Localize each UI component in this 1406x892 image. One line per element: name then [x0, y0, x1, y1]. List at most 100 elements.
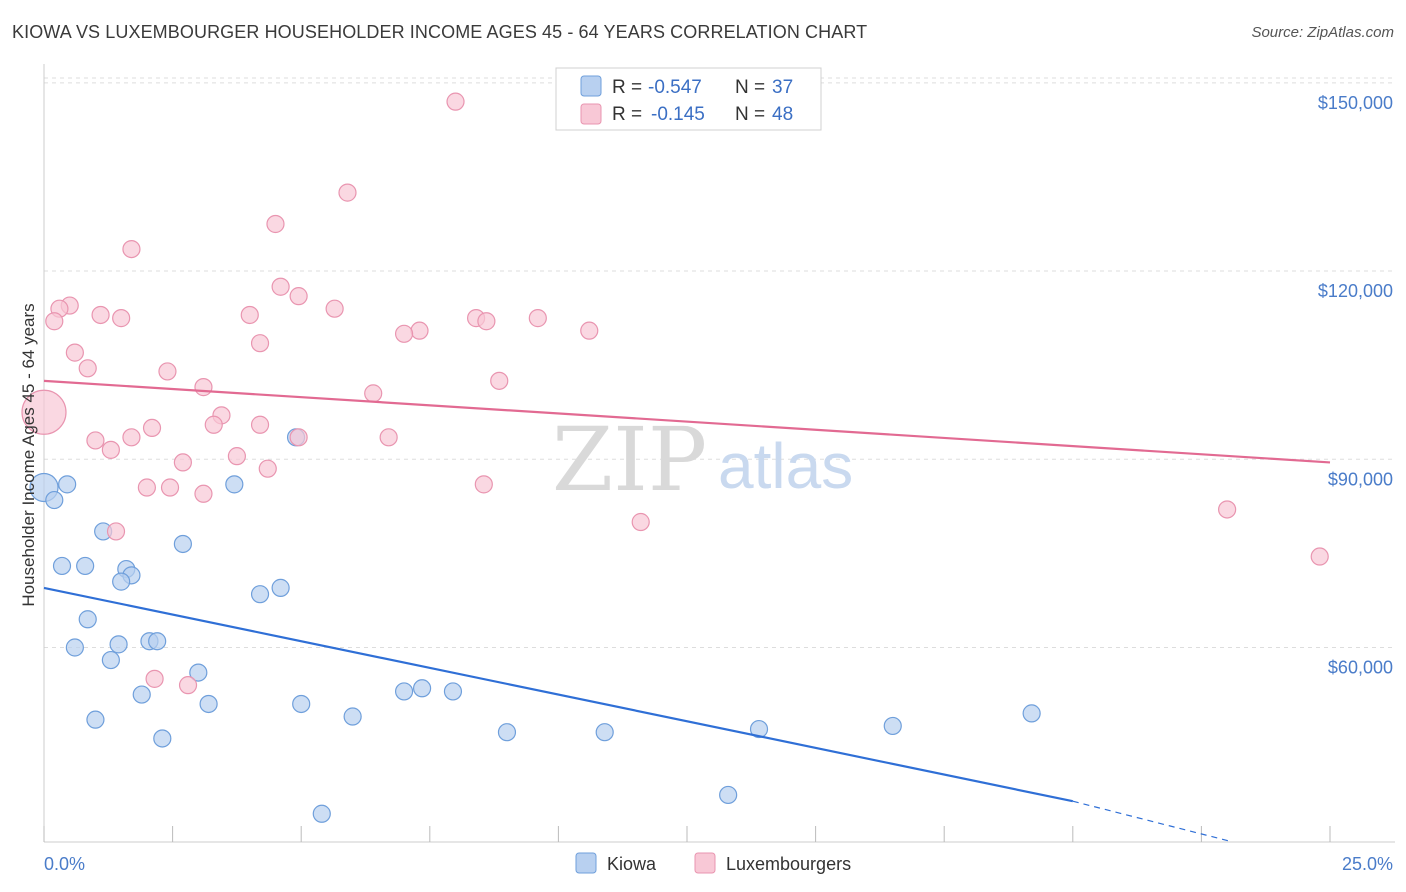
luxembourger-points [21, 92, 1329, 695]
luxembourger-point [142, 418, 162, 438]
x-tick-label-max: 25.0% [1342, 854, 1393, 874]
kiowa-point [101, 650, 120, 670]
luxembourger-n-label: N = [735, 104, 765, 125]
trend-lines [43, 379, 1331, 842]
kiowa-point [883, 716, 902, 736]
kiowa-n-value: 37 [772, 77, 793, 98]
luxembourger-point [1218, 500, 1237, 519]
kiowa-point [78, 610, 97, 629]
luxembourger-point [325, 299, 344, 318]
luxembourger-point [21, 389, 67, 435]
luxembourger-point [528, 309, 547, 328]
kiowa-point [76, 556, 95, 576]
luxembourger-r-value: -0.145 [651, 104, 705, 125]
kiowa-trend-line [43, 586, 1074, 803]
kiowa-point [250, 585, 270, 604]
luxembourger-point [122, 239, 141, 259]
luxembourger-point [250, 415, 270, 434]
kiowa-points [29, 428, 1041, 823]
luxembourger-point [631, 512, 650, 532]
x-tick-label-min: 0.0% [44, 854, 85, 874]
y-tick-label: $60,000 [1328, 658, 1393, 678]
kiowa-point [173, 534, 192, 554]
kiowa-point [271, 578, 290, 597]
luxembourger-point [364, 384, 383, 403]
luxembourger-point [173, 453, 192, 472]
kiowa-point [343, 707, 362, 726]
luxembourger-point [194, 378, 213, 397]
luxembourger-point [271, 277, 290, 296]
y-tick-label: $150,000 [1318, 93, 1393, 113]
luxembourger-point [410, 321, 429, 340]
kiowa-r-label: R = [612, 77, 642, 98]
luxembourger-point [1310, 547, 1329, 566]
luxembourger-point [160, 478, 180, 497]
luxembourger-point [178, 676, 198, 695]
luxembourger-point [289, 428, 308, 447]
kiowa-trend-extension [1072, 800, 1231, 842]
luxembourger-point [250, 334, 270, 353]
kiowa-point [65, 638, 84, 657]
luxembourger-point [158, 362, 177, 381]
legend-luxembourger-label: Luxembourgers [726, 854, 851, 874]
luxembourger-point [106, 522, 126, 541]
kiowa-point [132, 685, 151, 704]
luxembourger-point [258, 459, 277, 478]
y-axis-title: Householder Income Ages 45 - 64 years [19, 303, 38, 606]
luxembourger-point [78, 359, 97, 378]
kiowa-r-value: -0.547 [648, 77, 702, 98]
y-tick-label: $90,000 [1328, 469, 1393, 489]
luxembourger-point [266, 214, 285, 234]
luxembourger-point [194, 484, 213, 503]
legend-kiowa-swatch [575, 852, 597, 874]
kiowa-point [199, 694, 218, 714]
kiowa-point [394, 682, 414, 701]
y-tick-labels: $60,000 $90,000 $120,000 $150,000 [1318, 93, 1393, 678]
kiowa-point [189, 663, 208, 682]
luxembourger-point [122, 428, 141, 447]
luxembourger-point [137, 478, 156, 497]
luxembourger-point [227, 447, 246, 466]
kiowa-point [497, 723, 517, 742]
watermark: ZIP atlas [552, 408, 853, 511]
luxembourger-point [338, 183, 357, 202]
kiowa-point [292, 694, 311, 714]
series-legend: Kiowa Luxembourgers [575, 852, 851, 874]
legend-kiowa-label: Kiowa [607, 854, 657, 874]
kiowa-point [45, 490, 64, 510]
kiowa-point [58, 475, 77, 494]
kiowa-point [312, 804, 331, 823]
luxembourger-point [204, 415, 223, 434]
luxembourger-point [45, 312, 64, 331]
kiowa-n-label: N = [735, 77, 765, 98]
luxembourger-point [289, 287, 308, 306]
luxembourger-point [101, 440, 120, 459]
luxembourger-point [112, 309, 131, 328]
kiowa-point [412, 679, 432, 698]
kiowa-point [112, 572, 131, 591]
watermark-atlas: atlas [718, 430, 853, 502]
luxembourger-swatch [580, 103, 602, 125]
luxembourger-point [580, 321, 599, 340]
kiowa-point [1022, 704, 1041, 723]
kiowa-point [86, 710, 105, 729]
kiowa-point [443, 682, 463, 701]
kiowa-swatch [580, 75, 602, 97]
y-tick-label: $120,000 [1318, 281, 1393, 301]
grid-lines [44, 77, 1395, 648]
luxembourger-point [91, 305, 110, 325]
luxembourger-point [474, 475, 493, 494]
luxembourger-point [145, 669, 164, 688]
kiowa-point [153, 729, 172, 748]
luxembourger-point [446, 92, 465, 111]
axes [43, 64, 1395, 843]
luxembourger-point [65, 343, 84, 362]
luxembourger-point [477, 312, 496, 331]
luxembourger-point [394, 324, 414, 343]
kiowa-point [595, 723, 614, 742]
kiowa-point [225, 475, 244, 494]
luxembourger-point [490, 371, 509, 390]
luxembourger-point [379, 428, 398, 447]
chart-title: KIOWA VS LUXEMBOURGER HOUSEHOLDER INCOME… [12, 22, 868, 42]
